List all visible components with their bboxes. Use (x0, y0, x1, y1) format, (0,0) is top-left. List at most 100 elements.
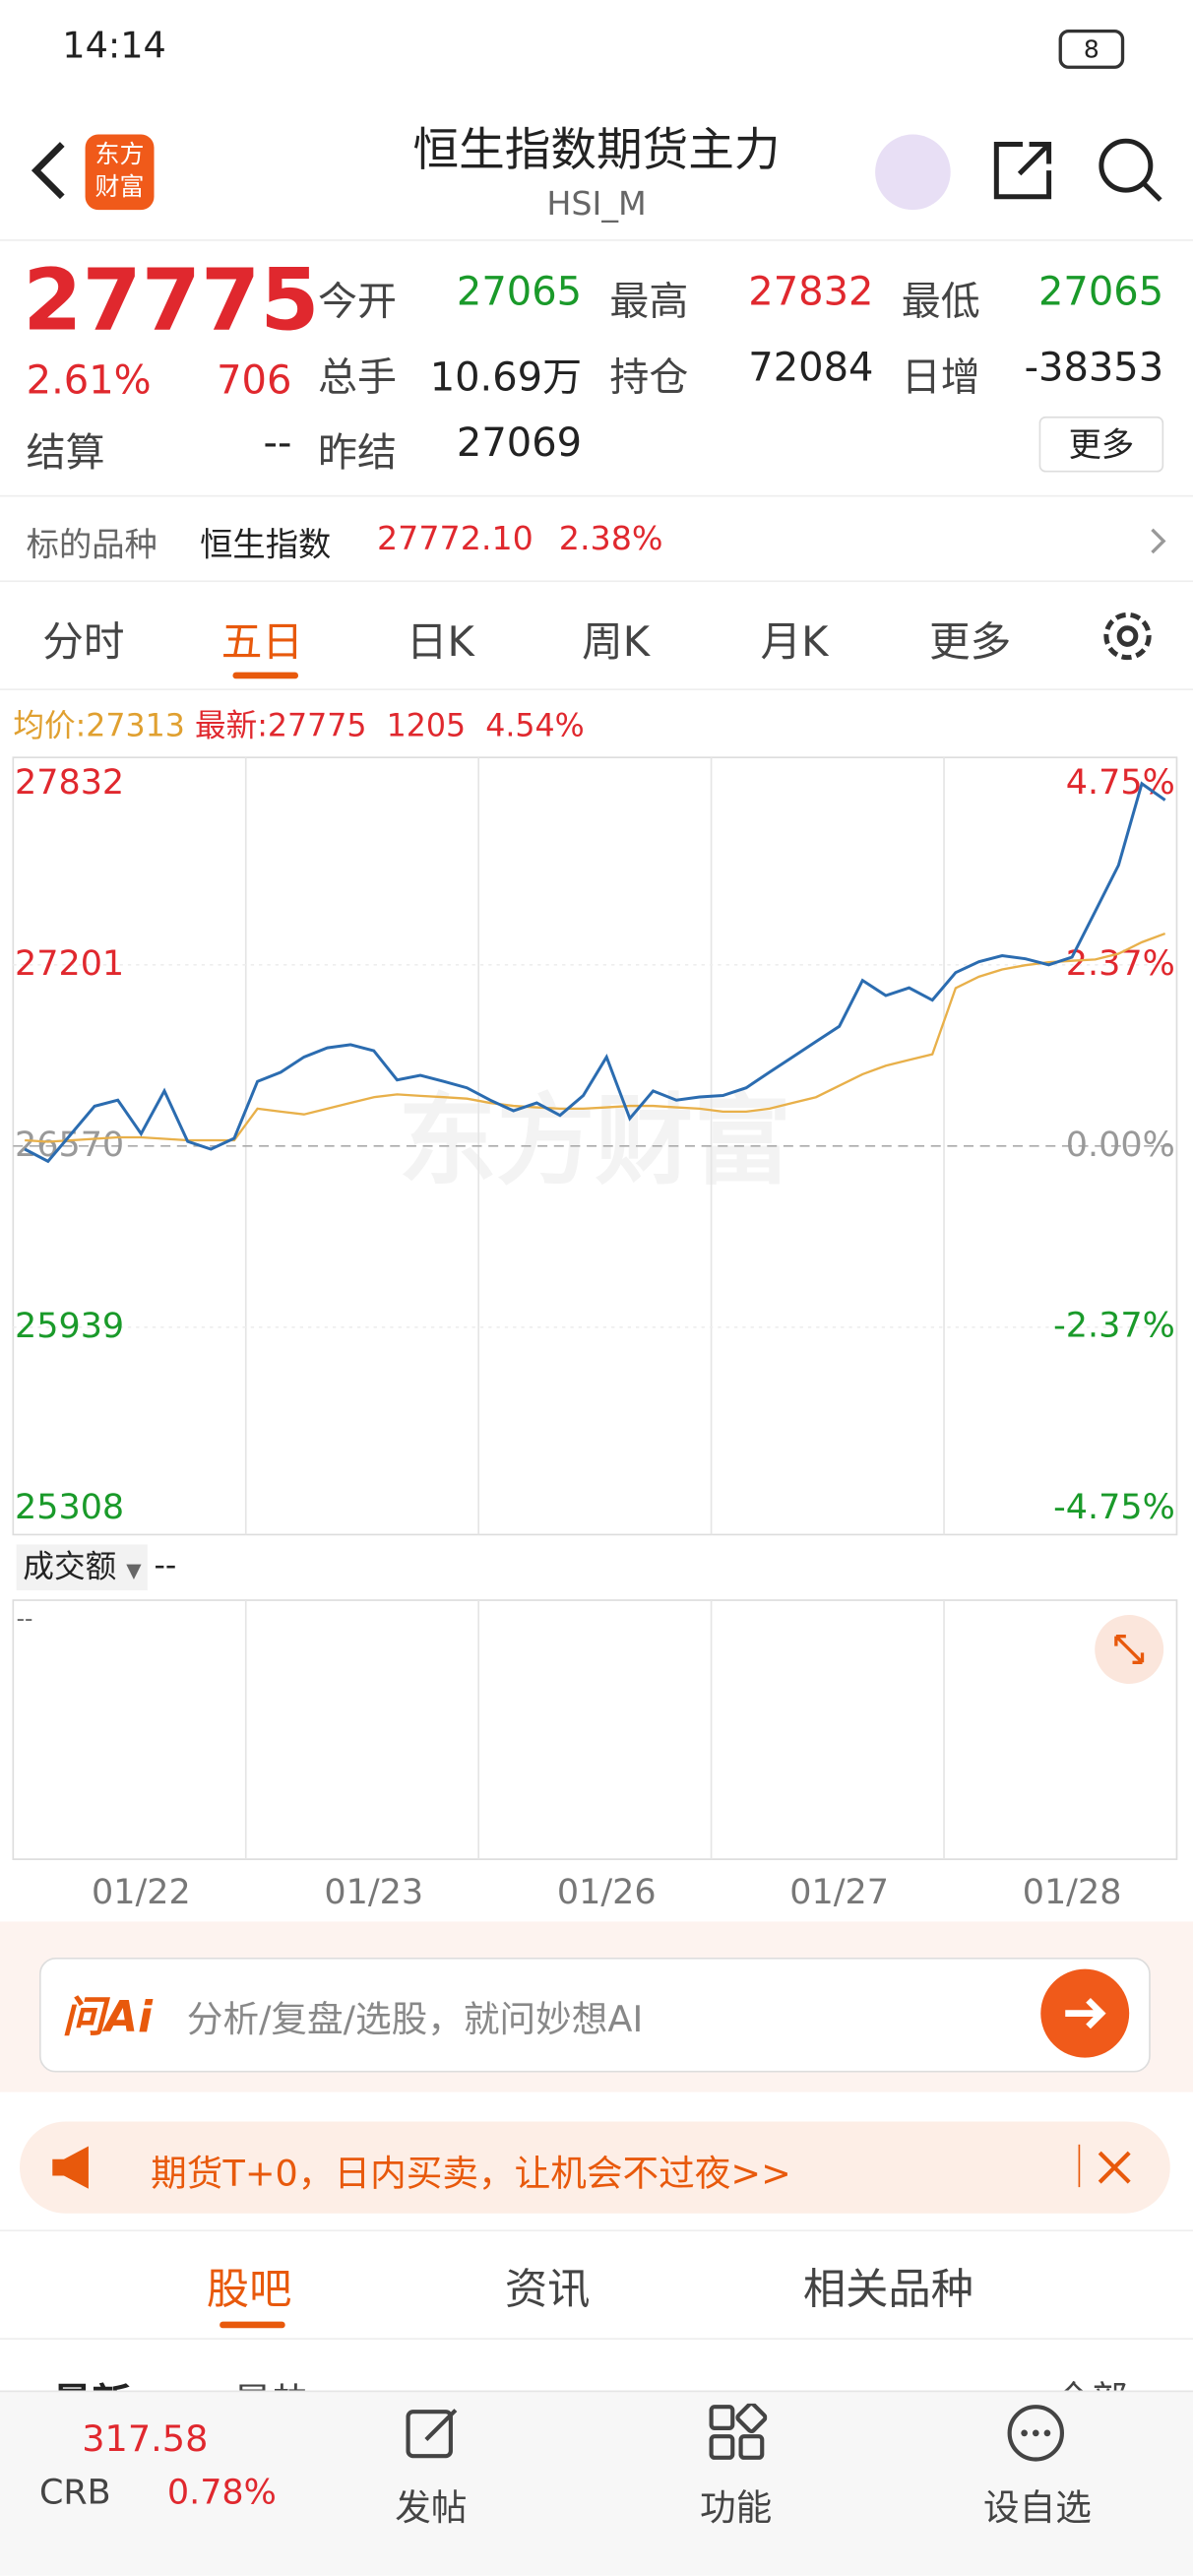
tab[interactable]: 五日 (220, 617, 304, 666)
tab-underline (220, 2321, 285, 2329)
x-tick-label: 01/22 (92, 1873, 191, 1912)
price: 27775 (23, 252, 320, 352)
field-label: 最低 (901, 279, 980, 325)
banner[interactable] (19, 2121, 1170, 2214)
tab[interactable]: 日K (406, 617, 474, 666)
ai-send[interactable] (1039, 1967, 1131, 2059)
y-tick-label: 27201 (15, 944, 124, 984)
avatar[interactable] (875, 134, 951, 211)
watch-icon (1007, 2405, 1065, 2462)
divider (0, 580, 1193, 583)
field-label: 昨结 (318, 429, 397, 476)
field-label: 持仓 (609, 354, 689, 401)
nav-item[interactable]: 设自选 (983, 2488, 1092, 2531)
field-value: -38353 (1024, 344, 1164, 391)
megaphone (52, 2146, 89, 2189)
post-icon (406, 2409, 458, 2459)
ai-placeholder: 分析/复盘/选股，就问妙想AI (186, 2000, 644, 2041)
field-value: 27832 (748, 269, 874, 315)
index-pct: 0.78% (166, 2472, 277, 2512)
underlying-label: 标的品种 (26, 524, 157, 564)
time: 14:14 (62, 26, 166, 68)
field-value: 72084 (748, 344, 874, 391)
volume-frame (12, 1599, 1178, 1860)
tab[interactable]: 周K (582, 617, 651, 666)
latest-pct: 4.54% (485, 708, 585, 744)
watermark: 东方财富 (399, 1083, 792, 1198)
back[interactable] (23, 138, 72, 204)
field-label: 结算 (26, 429, 105, 476)
x-tick-label: 01/26 (557, 1873, 657, 1912)
y-tick-label: 26570 (15, 1126, 124, 1165)
dropdown-caret: ▼ (126, 1559, 142, 1582)
divider (0, 494, 1193, 497)
chevron[interactable] (1148, 525, 1170, 557)
field-label: 日增 (901, 354, 980, 401)
chart: 东方财富 01/22 01/23 01/26 01/27 01/28 27832 27201 2… (12, 756, 1178, 1912)
tab[interactable]: 分时 (42, 617, 125, 666)
x-tick-label: 01/23 (324, 1873, 423, 1912)
ai-input[interactable] (38, 1958, 1151, 2073)
tab[interactable]: 月K (760, 617, 829, 666)
chart-info: 均价:27313 最新:27775 1205 4.54% (13, 702, 584, 746)
bottom-tab[interactable]: 相关品种 (802, 2266, 974, 2315)
latest-label: 最新: (194, 708, 268, 744)
settings[interactable] (1099, 607, 1158, 666)
underlying-pct: 2.38% (558, 518, 663, 558)
underlying-name: 恒生指数 (200, 524, 332, 564)
close[interactable] (1095, 2148, 1134, 2187)
search[interactable] (1095, 135, 1166, 207)
field-value: 10.69万 (429, 354, 583, 401)
x-tick-label: 01/28 (1023, 1873, 1122, 1912)
title: 恒生指数期货主力 (412, 122, 781, 177)
logo-text: 财富 (94, 171, 145, 202)
y2-tick-label: 0.00% (1066, 1126, 1175, 1165)
share[interactable] (990, 138, 1059, 204)
logo-text: 东方 (94, 139, 145, 169)
latest: 27775 (267, 708, 367, 744)
series-line (25, 932, 1166, 1143)
index-price: 317.58 (82, 2419, 209, 2462)
logo: 东方 财富 (85, 134, 155, 211)
y-tick-label: 27832 (15, 763, 124, 803)
field-label: 今开 (318, 279, 397, 325)
avg: 27313 (86, 708, 185, 744)
change-pct: 2.61% (26, 356, 152, 404)
field-value: -- (263, 419, 292, 466)
field-label: 最高 (609, 279, 689, 325)
field-value: 27069 (456, 419, 583, 466)
field-label: 总手 (318, 354, 397, 401)
field-value: 27065 (1038, 269, 1164, 315)
func-icon (709, 2403, 768, 2460)
divider (0, 2229, 1193, 2232)
divider (0, 2338, 1193, 2340)
bottom-tab[interactable]: 股吧 (206, 2266, 292, 2315)
nav-bar (0, 2390, 1193, 2576)
banner-sep (1078, 2144, 1081, 2188)
ai-brand: 问Ai (62, 1993, 153, 2043)
more-button[interactable]: 更多 (1038, 416, 1164, 473)
tab-underline (232, 672, 299, 679)
field-value: 27065 (456, 269, 583, 315)
banner-text: 期货T+0，日内买卖，让机会不过夜>> (151, 2154, 791, 2196)
y2-tick-label: -2.37% (1053, 1306, 1175, 1345)
volume-value: -- (154, 1547, 177, 1584)
bottom-tab[interactable]: 资讯 (504, 2266, 591, 2315)
x-tick-label: 01/27 (789, 1873, 889, 1912)
nav-item[interactable]: 发帖 (395, 2488, 468, 2531)
y2-tick-label: 2.37% (1066, 944, 1175, 984)
volume-label: 成交额 (23, 1549, 117, 1586)
expand[interactable] (1094, 1613, 1165, 1685)
avg-label: 均价: (13, 708, 87, 744)
series-line (24, 781, 1166, 1164)
volume-selector[interactable]: 成交额 ▼ (16, 1544, 149, 1591)
nav-item[interactable]: 功能 (699, 2488, 773, 2531)
battery: 8 (1058, 29, 1125, 69)
code: HSI_M (546, 183, 647, 224)
underlying-price: 27772.10 (376, 518, 534, 558)
y-tick-label: 25939 (15, 1307, 124, 1346)
tab[interactable]: 更多 (929, 617, 1012, 666)
y-tick-label: 25308 (15, 1488, 124, 1527)
